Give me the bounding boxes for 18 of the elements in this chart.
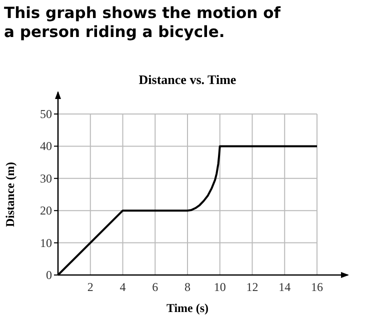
x-tick-label: 16 <box>311 280 323 294</box>
y-tick-label: 10 <box>40 236 52 250</box>
x-tick-label: 6 <box>152 280 158 294</box>
chart-subtitle: Distance vs. Time <box>138 72 236 87</box>
x-tick-label: 4 <box>120 280 126 294</box>
y-tick-label: 40 <box>40 139 52 154</box>
y-axis-title: Distance (m) <box>3 162 17 227</box>
y-tick-label: 50 <box>40 107 52 121</box>
x-tick-label: 12 <box>246 280 258 294</box>
chart-title: This graph shows the motion of a person riding a bicycle. <box>4 4 281 41</box>
x-tick-label: 8 <box>184 280 190 294</box>
x-tick-label: 10 <box>214 280 226 294</box>
y-tick-label: 0 <box>46 268 52 282</box>
y-tick-label: 30 <box>40 171 52 186</box>
x-tick-label: 2 <box>87 280 94 294</box>
x-tick-label: 14 <box>278 280 291 294</box>
x-axis-title: Time (s) <box>166 301 209 315</box>
y-tick-label: 20 <box>40 204 52 218</box>
